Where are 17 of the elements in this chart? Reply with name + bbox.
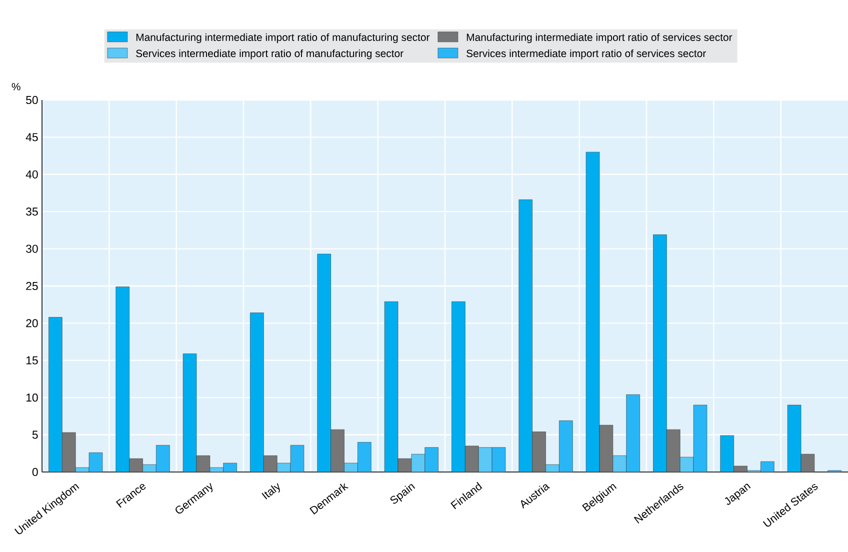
y-tick-label: 45 <box>26 133 38 142</box>
y-tick-label: 10 <box>26 394 38 402</box>
legend-label: Services intermediate import ratio of manufacturing sector <box>136 49 404 60</box>
y-tick-label: 40 <box>26 170 38 178</box>
y-tick-label: 30 <box>26 244 38 253</box>
y-tick-label: 25 <box>26 282 38 290</box>
y-tick-label: 50 <box>26 96 38 104</box>
legend-label: Services intermediate import ratio of services sector <box>466 49 706 60</box>
y-axis-title: % <box>12 82 20 90</box>
y-tick-label: 35 <box>26 208 38 216</box>
x-tick-label: Italy <box>262 483 280 500</box>
y-tick-label: 20 <box>26 319 38 328</box>
y-tick-label: 0 <box>32 468 38 476</box>
y-tick-label: 5 <box>32 430 38 439</box>
legend-label: Manufacturing intermediate import ratio of services sector <box>466 33 732 44</box>
y-tick-label: 15 <box>26 356 38 364</box>
legend-label: Manufacturing intermediate import ratio of manufacturing sector <box>136 33 430 44</box>
